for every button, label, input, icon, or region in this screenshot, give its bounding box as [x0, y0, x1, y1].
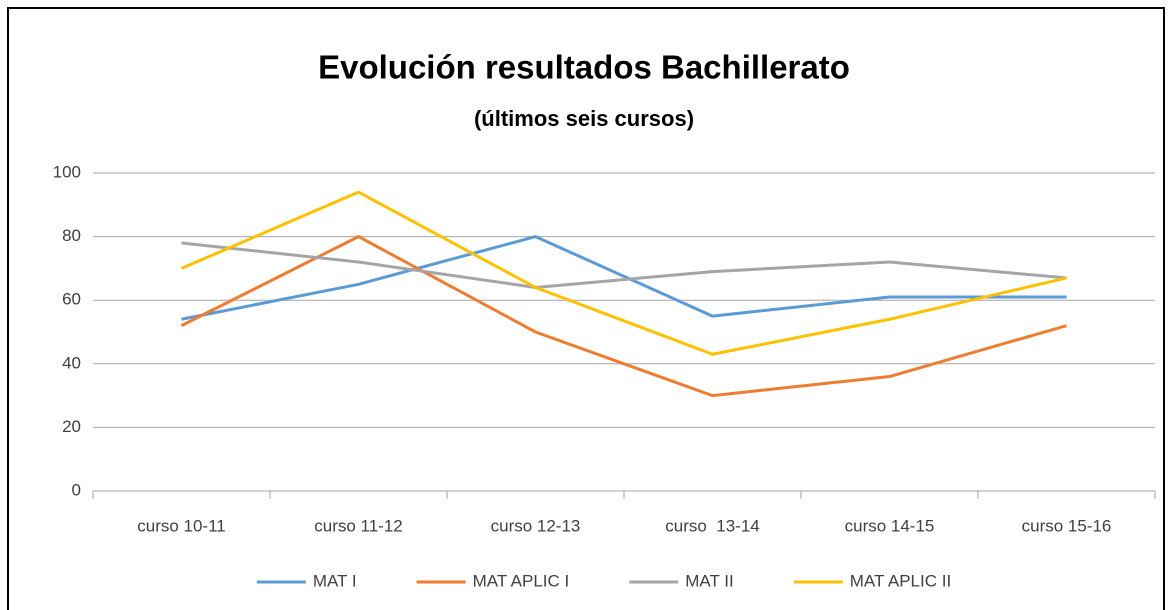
x-tick-label: curso 10-11	[137, 516, 226, 535]
legend-label: MAT APLIC II	[850, 571, 951, 590]
x-tick-label: curso 11-12	[314, 516, 403, 535]
x-tick-label: curso 15-16	[1022, 516, 1112, 535]
chart-border	[7, 7, 1165, 610]
y-tick-label: 100	[53, 162, 81, 181]
legend-label: MAT II	[685, 571, 734, 590]
chart-subtitle: (últimos seis cursos)	[474, 106, 694, 131]
y-tick-label: 80	[62, 226, 81, 245]
y-tick-label: 0	[72, 480, 81, 499]
series-line	[180, 190, 1067, 356]
legend-label: MAT I	[313, 571, 357, 590]
series-line	[181, 235, 1067, 321]
series-line	[181, 241, 1067, 289]
chart-title: Evolución resultados Bachillerato	[318, 49, 850, 86]
y-tick-label: 40	[62, 353, 81, 372]
y-tick-label: 60	[62, 290, 81, 309]
series-line	[180, 235, 1067, 398]
y-tick-label: 20	[62, 417, 81, 436]
x-tick-label: curso 14-15	[845, 516, 935, 535]
x-tick-label: curso 13-14	[665, 516, 760, 535]
legend-label: MAT APLIC I	[473, 571, 570, 590]
x-tick-label: curso 12-13	[491, 516, 581, 535]
